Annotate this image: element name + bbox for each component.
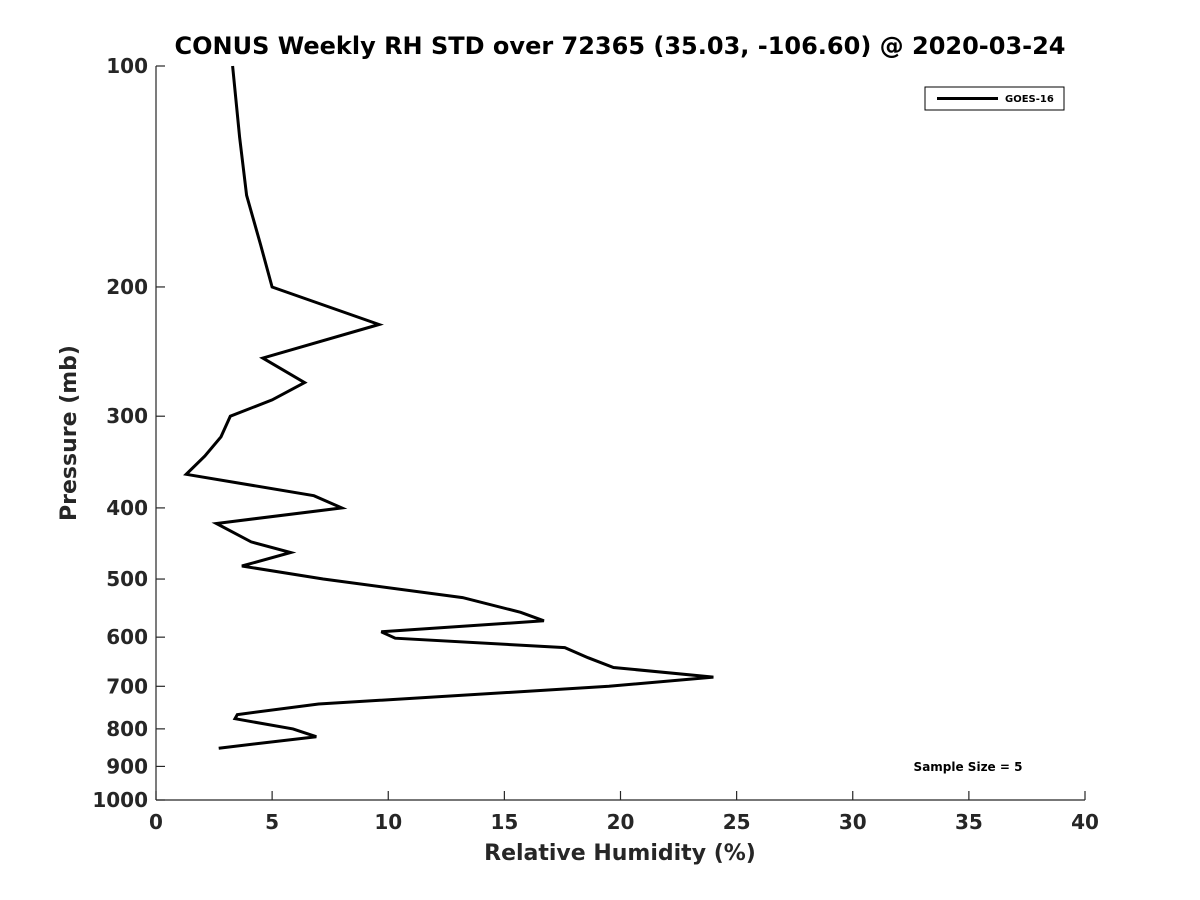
x-tick-label: 10 [374, 810, 402, 834]
x-tick-label: 35 [955, 810, 983, 834]
y-tick-label: 200 [106, 275, 148, 299]
x-axis-ticks: 0 5 10 15 20 25 30 35 40 [149, 791, 1099, 834]
x-tick-label: 15 [490, 810, 518, 834]
y-tick-label: 300 [106, 404, 148, 428]
sample-size-annotation: Sample Size = 5 [914, 760, 1023, 774]
y-axis-label: Pressure (mb) [57, 345, 82, 521]
x-tick-label: 25 [723, 810, 751, 834]
y-tick-label: 700 [106, 674, 148, 698]
x-tick-label: 40 [1071, 810, 1099, 834]
x-tick-label: 5 [265, 810, 279, 834]
series-line-goes-16 [183, 65, 714, 750]
x-tick-label: 20 [607, 810, 635, 834]
y-axis-ticks: 100 200 300 400 500 600 700 800 900 1000 [92, 54, 165, 812]
y-tick-label: 1000 [92, 788, 148, 812]
x-tick-label: 0 [149, 810, 163, 834]
chart-title: CONUS Weekly RH STD over 72365 (35.03, -… [174, 32, 1065, 60]
y-tick-label: 100 [106, 54, 148, 78]
y-tick-label: 400 [106, 496, 148, 520]
x-tick-label: 30 [839, 810, 867, 834]
plot-frame [156, 66, 1085, 800]
legend-label-goes-16: GOES-16 [1005, 94, 1054, 105]
legend: GOES-16 [924, 86, 1065, 111]
y-tick-label: 900 [106, 754, 148, 778]
y-tick-label: 500 [106, 567, 148, 591]
y-tick-label: 600 [106, 625, 148, 649]
y-tick-label: 800 [106, 717, 148, 741]
x-axis-label: Relative Humidity (%) [484, 841, 756, 866]
